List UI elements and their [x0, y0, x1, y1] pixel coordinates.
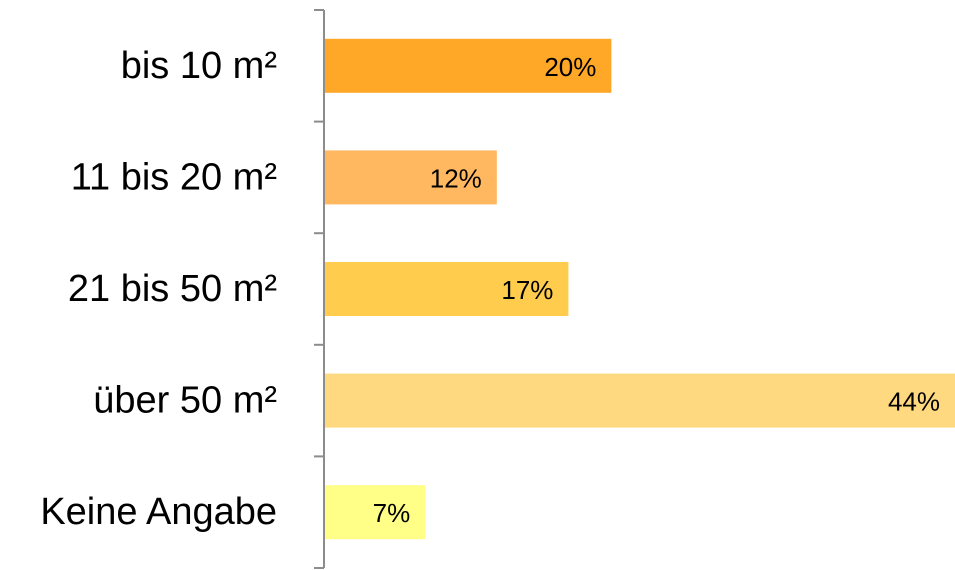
value-label-bis-10-m2: 20%	[544, 52, 596, 82]
category-label-keine-angabe: Keine Angabe	[40, 491, 277, 533]
value-labels: 20% 12% 17% 44% 7%	[373, 52, 940, 528]
value-label-11-bis-20-m2: 12%	[430, 163, 482, 193]
bar-21-bis-50-m2	[325, 262, 569, 316]
category-axis-ticks	[314, 9, 324, 569]
value-label-ueber-50-m2: 44%	[888, 387, 940, 417]
bars-layer	[325, 38, 955, 540]
category-labels: bis 10 m² 11 bis 20 m² 21 bis 50 m² über 50…	[40, 45, 277, 533]
category-label-11-bis-20-m2: 11 bis 20 m²	[71, 156, 277, 198]
category-label-21-bis-50-m2: 21 bis 50 m²	[68, 268, 277, 310]
bar-ueber-50-m2	[325, 373, 955, 428]
bar-keine-angabe	[325, 485, 426, 540]
value-label-21-bis-50-m2: 17%	[501, 275, 553, 305]
bar-11-bis-20-m2	[325, 150, 497, 205]
category-label-ueber-50-m2: über 50 m²	[93, 380, 277, 422]
category-label-bis-10-m2: bis 10 m²	[121, 45, 277, 87]
bar-bis-10-m2	[325, 38, 612, 93]
value-label-keine-angabe: 7%	[373, 498, 411, 528]
